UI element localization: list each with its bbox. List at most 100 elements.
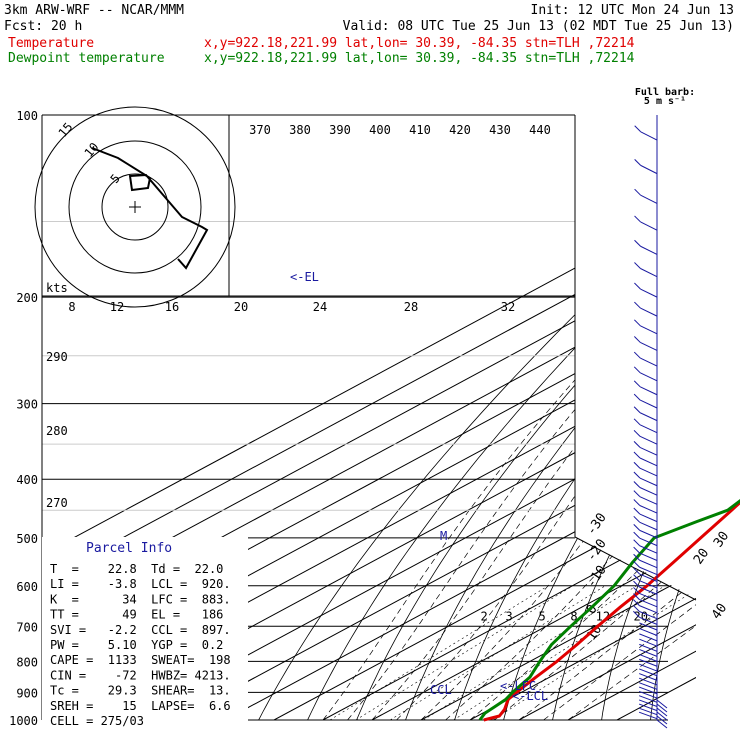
hodograph-ring [68,140,202,274]
wind-barb [639,386,658,396]
isobars: 100 200 300 400 500 600 700 800 900 1000 [9,109,697,728]
wind-barb [639,616,658,625]
wind-barb [640,221,658,231]
wind-barb [639,496,658,505]
theta-label-410: 410 [409,123,431,137]
isotherm [42,115,696,720]
wind-barb [639,566,658,576]
parcel-info-row: CIN = -72 HWBZ= 4213. [50,668,231,682]
el-marker: <-EL [290,270,319,284]
wind-barb [640,131,658,141]
wind-barb [640,357,658,367]
wind-barb [639,627,658,636]
wind-barb-flag [633,587,640,594]
wind-barb-flag [633,481,641,488]
m-marker: M [440,529,447,543]
wind-barb [638,677,658,686]
wind-barb [639,505,658,514]
legend-temperature-info: x,y=922.18,221.99 lat,lon= 30.39, -84.35… [204,36,635,51]
theta-label-380: 380 [289,123,311,137]
isotherm [322,115,696,720]
wind-barb [638,707,658,716]
wind-barb [639,658,658,667]
dry-adiabat [649,139,696,720]
moist-adiabat [420,296,696,720]
parcel-info-row: LI = -3.8 LCL = 920. [50,577,231,591]
wind-barb [639,573,658,582]
wind-barb-flag [633,406,641,414]
wind-barb-flag [633,524,641,531]
hodograph-trace [91,147,209,270]
lfc-marker: <-LFC [500,679,536,693]
wind-barb [639,521,658,531]
wind-barb-flag [633,553,640,561]
forecast-hour: Fcst: 20 h [4,19,82,34]
pressure-label-500: 500 [16,532,38,546]
model-title: 3km ARW-WRF -- NCAR/MMM [4,3,184,18]
hodo-speed-label-8: 8 [68,300,75,314]
wind-barb [638,711,658,720]
wind-barb [639,663,658,672]
wind-barb-flag [633,531,641,539]
wind-barb-flag [633,393,641,401]
init-time: Init: 12 UTC Mon 24 Jun 13 [531,3,735,18]
ccl-marker: CCL [430,683,452,697]
isotherm [616,115,696,720]
wind-barb [639,633,658,642]
isotherm [42,115,696,720]
wind-barb [656,703,668,713]
wind-barb [640,245,658,255]
isotherm [175,115,696,720]
dry-adiabat [251,139,696,720]
isotherm [224,115,696,720]
pressure-label-700: 700 [16,620,38,634]
wind-barb [638,699,658,707]
pressure-label-400: 400 [16,473,38,487]
pressure-label-200: 200 [16,291,38,305]
theta-label-400: 400 [369,123,391,137]
parcel-info-row: CELL = 275/03 [50,714,144,728]
wind-barb-flag [633,380,641,388]
wind-barb-flag [633,515,641,523]
moist-adiabat [494,296,696,720]
parcel-info-panel: Parcel Info T = 22.8 Td = 22.0LI = -3.8 … [42,537,248,728]
wind-barb-flag [634,188,641,196]
wind-barb-flag [633,461,641,469]
wind-barb [638,695,658,703]
mixing-ratio-label-0: 2 [481,609,488,623]
wind-barb-flag [633,539,641,547]
wind-barb [640,372,658,382]
theta-label-370: 370 [249,123,271,137]
wind-barb [639,605,658,614]
wind-barb [639,580,658,589]
wind-barb-flag [634,159,641,166]
wind-barb-flag [634,282,641,290]
wind-barb [639,673,658,681]
wind-barb-flag [633,560,640,568]
pressure-label-1000: 1000 [9,714,38,728]
isotherm-label--30: -30 [584,510,610,538]
pressure-label-100: 100 [16,109,38,123]
isotherm [273,115,696,720]
wind-barb-flag [633,599,640,606]
isotherm-label-40: 40 [709,601,730,622]
wind-barb-flag [634,262,641,269]
wind-barb [638,703,658,712]
wind-barb-flag [633,471,641,479]
wind-barb-flag [633,351,641,359]
wind-barb-flag [633,546,640,554]
wind-barb [639,611,658,620]
wind-barb-flag [633,580,640,588]
isotherm [420,115,696,720]
dry-adiabat [500,139,696,720]
wind-barb-flag [633,429,641,437]
isotherm-label--20: -20 [584,537,610,565]
wind-barb [639,487,658,496]
wind-barb-flag [633,574,640,582]
wind-barb [639,622,658,631]
dry-adiabat [699,140,740,733]
wind-barb-flag [633,490,641,498]
wind-barb [639,399,658,409]
wind-barb [640,341,658,351]
wind-barb [639,599,658,608]
